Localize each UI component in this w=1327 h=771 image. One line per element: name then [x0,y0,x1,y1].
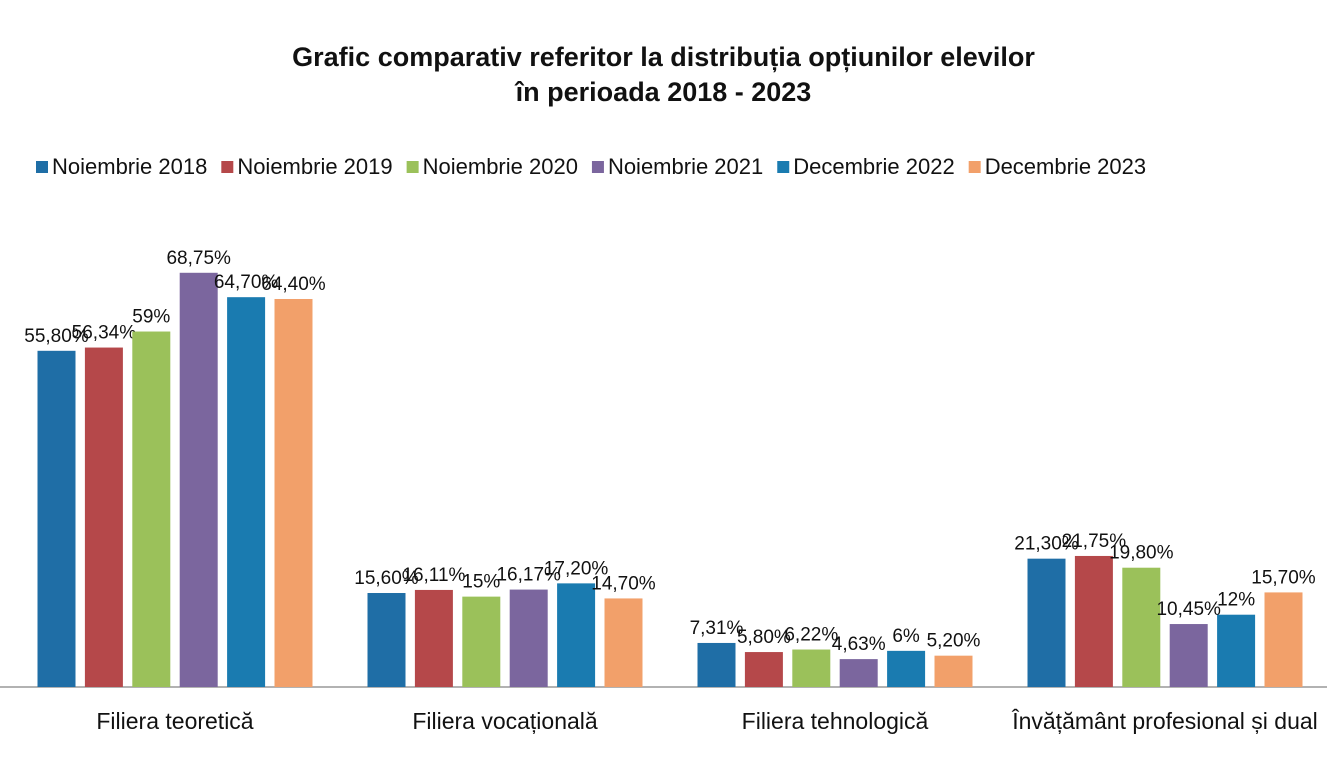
legend-label: Decembrie 2023 [985,154,1146,179]
chart-title: Grafic comparativ referitor la distribuț… [292,42,1035,107]
bar [132,331,171,687]
x-tick-label: Filiera teoretică [96,708,254,734]
bar [179,272,218,687]
bar [697,642,736,687]
legend-swatch [36,161,48,173]
data-label: 15,70% [1251,567,1316,588]
bar [84,347,123,687]
bar [744,652,783,687]
legend-swatch [221,161,234,173]
data-label: 16,11% [402,565,465,586]
bar [557,583,596,687]
legend-label: Noiembrie 2021 [608,154,763,179]
data-label: 56,34% [72,323,137,344]
data-label: 16,17% [496,565,561,586]
bar [367,593,406,687]
data-label: 64,40% [261,274,326,295]
bar [1027,558,1066,687]
data-label: 55,80% [24,326,89,347]
bar [462,596,501,687]
legend-swatch [968,161,981,173]
bar [414,589,453,687]
data-label: 12% [1217,590,1255,611]
data-label: 4,63% [832,634,886,655]
data-label: 59% [132,307,170,328]
bar [1074,555,1113,687]
legend-label: Noiembrie 2018 [52,154,207,179]
data-label: 15% [462,572,500,593]
legend-label: Noiembrie 2019 [237,154,392,179]
bar [887,650,926,687]
bar [934,655,973,687]
data-label: 21,30% [1014,534,1079,555]
bar [604,598,643,687]
data-label: 64,70% [214,272,279,293]
legend-label: Noiembrie 2020 [423,154,578,179]
bar [792,649,831,687]
bar [37,350,76,687]
bar [839,659,878,687]
bar [1122,567,1161,687]
x-tick-label: Învățământ profesional și dual [1012,708,1318,734]
data-label: 17,20% [544,558,609,579]
data-label: 6% [892,626,920,647]
data-label: 6,22% [784,625,838,646]
data-label: 14,70% [591,573,656,594]
data-label: 7,31% [690,618,744,639]
data-label: 5,80% [737,627,791,648]
legend-label: Decembrie 2022 [793,154,954,179]
legend-swatch [591,161,604,173]
data-label: 5,20% [927,631,981,652]
bar [274,298,313,687]
data-label: 10,45% [1156,599,1221,620]
bar [1264,592,1303,687]
title-box: Grafic comparativ referitor la distribuț… [292,42,1035,107]
x-tick-label: Filiera vocațională [412,708,598,734]
bar [227,297,266,687]
bar [1217,614,1256,687]
legend-swatch [406,161,419,173]
x-tick-label: Filiera tehnologică [741,708,929,734]
data-label: 21,75% [1062,531,1127,552]
bar [509,589,548,687]
bar [1169,624,1208,687]
legend-swatch [777,161,790,173]
data-label: 68,75% [166,248,231,269]
data-label: 15,60% [354,568,419,589]
data-label: 19,80% [1109,543,1174,564]
